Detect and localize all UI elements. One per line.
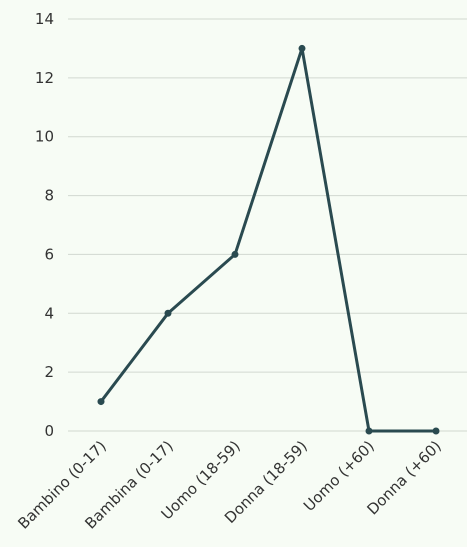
data-point [164, 309, 172, 317]
y-tick-label: 2 [44, 363, 54, 381]
data-point [432, 427, 440, 435]
y-tick-label: 10 [35, 128, 54, 146]
y-tick-label: 0 [44, 422, 54, 440]
y-axis-ticks: 0 2 4 6 8 10 12 14 [35, 10, 54, 440]
series-line [99, 46, 438, 433]
y-tick-label: 6 [44, 245, 54, 263]
data-point [231, 250, 239, 258]
series-layer [97, 44, 440, 435]
grid-lines [68, 18, 467, 432]
data-point [365, 427, 373, 435]
x-axis-ticks: Bambino (0-17)Bambina (0-17)Uomo (18-59)… [14, 437, 444, 532]
data-point [97, 398, 105, 406]
y-tick-label: 12 [35, 69, 54, 87]
y-tick-label: 8 [44, 187, 54, 205]
y-tick-label: 4 [44, 304, 54, 322]
data-point [298, 44, 306, 52]
y-tick-label: 14 [35, 10, 54, 28]
